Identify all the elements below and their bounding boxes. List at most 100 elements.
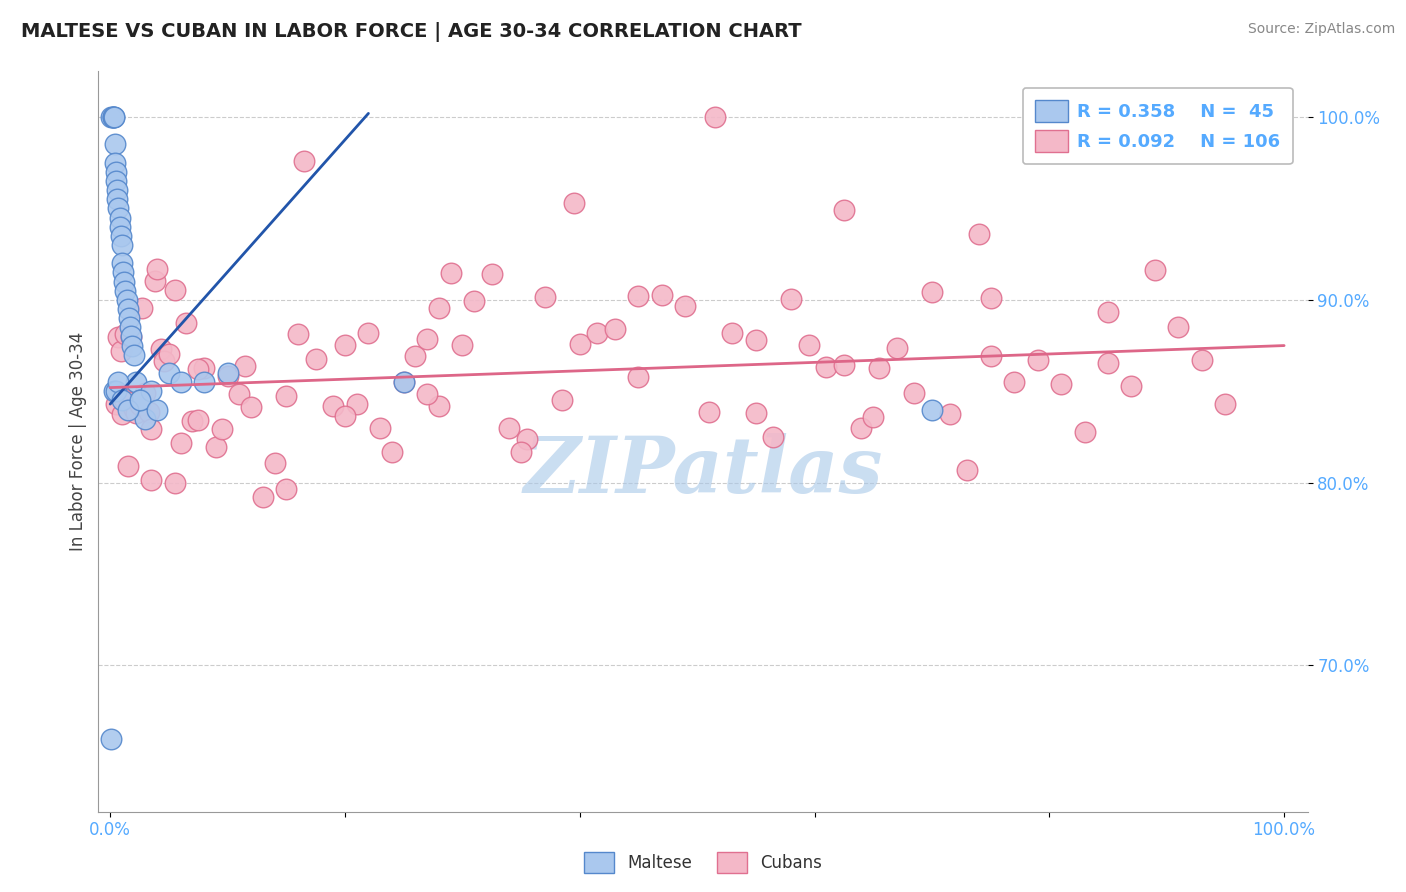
Point: [100, 110, 122, 124]
Point: [104, 155, 127, 169]
Point: [169, 375, 191, 389]
Point: [745, 334, 768, 348]
Point: [780, 292, 803, 306]
Point: [463, 293, 485, 308]
Point: [832, 202, 855, 217]
Point: [1191, 353, 1213, 368]
Point: [368, 421, 391, 435]
Point: [228, 387, 250, 401]
Point: [392, 375, 415, 389]
Point: [138, 404, 160, 418]
Point: [114, 327, 136, 342]
Point: [551, 393, 574, 408]
Point: [146, 262, 169, 277]
Text: Source: ZipAtlas.com: Source: ZipAtlas.com: [1247, 22, 1395, 37]
Point: [134, 411, 156, 425]
Point: [516, 432, 538, 446]
Point: [1002, 376, 1025, 390]
Point: [117, 402, 139, 417]
Point: [157, 347, 180, 361]
Point: [357, 326, 380, 340]
Point: [149, 342, 172, 356]
Point: [204, 441, 226, 455]
Point: [157, 366, 180, 380]
Point: [100, 731, 122, 746]
Point: [1121, 379, 1143, 393]
Point: [703, 110, 725, 124]
Point: [862, 410, 884, 425]
Point: [115, 293, 138, 307]
Point: [120, 330, 142, 344]
Point: [1143, 262, 1166, 277]
Point: [114, 284, 136, 298]
Point: [107, 202, 129, 216]
Point: [627, 289, 650, 303]
Point: [903, 385, 925, 400]
Point: [121, 338, 143, 352]
Point: [101, 110, 124, 124]
Point: [745, 406, 768, 420]
Point: [381, 445, 404, 459]
Point: [108, 211, 131, 225]
Point: [111, 256, 134, 270]
Point: [1026, 353, 1049, 368]
Point: [404, 349, 426, 363]
Point: [586, 326, 609, 341]
Point: [481, 268, 503, 282]
Point: [105, 384, 128, 399]
Point: [886, 341, 908, 355]
Point: [103, 110, 125, 124]
Point: [263, 456, 285, 470]
Text: MALTESE VS CUBAN IN LABOR FORCE | AGE 30-34 CORRELATION CHART: MALTESE VS CUBAN IN LABOR FORCE | AGE 30…: [21, 22, 801, 42]
Point: [240, 400, 263, 414]
Point: [112, 275, 135, 289]
Point: [125, 375, 148, 389]
Point: [103, 384, 125, 399]
Point: [832, 359, 855, 373]
Point: [762, 430, 785, 444]
Point: [117, 301, 139, 316]
Point: [112, 392, 135, 407]
Legend: R = 0.358    N =  45, R = 0.092    N = 106: R = 0.358 N = 45, R = 0.092 N = 106: [1022, 87, 1292, 164]
Point: [111, 393, 134, 408]
Point: [956, 463, 979, 477]
Point: [122, 401, 145, 416]
Point: [439, 266, 461, 280]
Point: [533, 290, 555, 304]
Point: [287, 327, 309, 342]
Point: [111, 408, 134, 422]
Point: [627, 370, 650, 384]
Point: [333, 409, 356, 423]
Point: [134, 386, 156, 401]
Point: [117, 458, 139, 473]
Point: [141, 384, 163, 399]
Point: [193, 361, 215, 376]
Point: [562, 196, 585, 211]
Point: [120, 329, 142, 343]
Point: [112, 265, 135, 279]
Point: [651, 288, 673, 302]
Point: [510, 445, 533, 459]
Point: [603, 321, 626, 335]
Point: [322, 399, 344, 413]
Point: [921, 285, 943, 300]
Point: [163, 283, 186, 297]
Point: [333, 338, 356, 352]
Point: [292, 153, 315, 168]
Point: [697, 405, 720, 419]
Point: [101, 110, 124, 124]
Point: [169, 436, 191, 450]
Point: [105, 174, 128, 188]
Point: [146, 402, 169, 417]
Point: [980, 349, 1002, 363]
Point: [217, 366, 239, 380]
Point: [304, 351, 326, 366]
Point: [1097, 356, 1119, 370]
Point: [122, 348, 145, 362]
Point: [980, 291, 1002, 305]
Point: [276, 483, 298, 497]
Point: [141, 473, 163, 487]
Point: [187, 413, 209, 427]
Point: [128, 398, 150, 412]
Point: [107, 375, 129, 389]
